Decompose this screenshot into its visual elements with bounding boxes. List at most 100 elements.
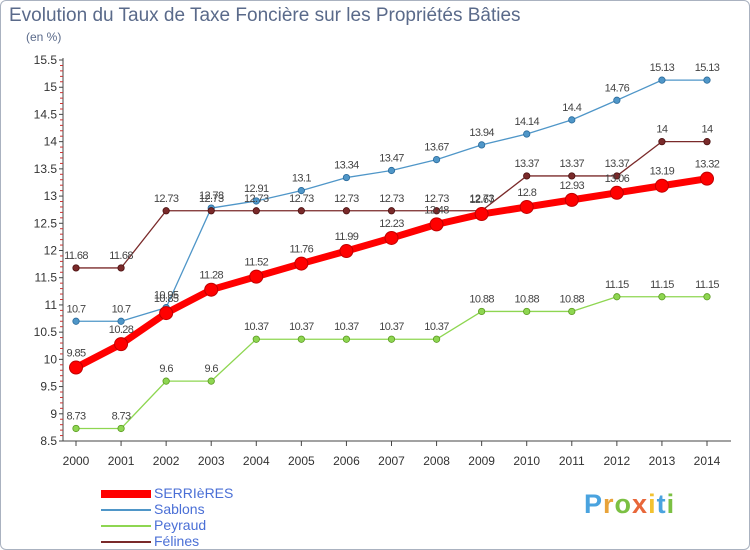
x-tick-label: 2014 [694,454,721,468]
data-point [252,207,260,215]
data-label: 10.37 [289,321,314,333]
data-point [117,424,125,433]
data-point [519,199,534,214]
data-point [658,76,666,84]
data-point [72,264,80,272]
logo-letter: i [666,489,676,519]
data-point [523,172,531,180]
x-tick-label: 2007 [378,454,405,468]
data-label: 10.37 [424,321,449,333]
data-point [387,207,396,215]
data-point [613,96,621,104]
data-label: 10.88 [469,293,494,305]
legend-swatch [101,509,151,511]
data-label: 11.68 [109,250,133,262]
x-tick-label: 2002 [153,454,180,468]
y-tick-label: 8.5 [40,434,57,448]
data-point [703,76,711,84]
data-label: 12.73 [424,193,449,205]
data-label: 14 [701,124,713,136]
data-point [252,197,260,205]
data-label: 8.73 [112,410,131,422]
y-tick-label: 15.5 [34,53,58,67]
data-point [252,335,260,343]
data-label: 12.73 [379,193,404,205]
x-tick-label: 2000 [63,454,90,468]
proxiti-logo: Proxiti [584,489,675,520]
data-point [159,306,174,321]
data-point [117,317,125,325]
x-tick-label: 2003 [198,454,225,468]
data-point [294,256,309,271]
data-label: 8.73 [66,410,85,422]
data-label: 13.67 [424,142,449,154]
data-point [69,360,83,375]
x-tick-label: 2008 [423,454,450,468]
data-point [432,156,441,164]
data-point [429,217,444,232]
logo-letter: r [603,489,615,519]
data-label: 12.73 [199,193,224,205]
data-point [658,138,666,146]
data-label: 10.88 [560,293,585,305]
data-point [204,282,219,297]
data-point [297,207,305,215]
data-label: 14.76 [605,82,630,94]
data-label: 12.48 [424,204,449,216]
x-tick-label: 2013 [649,454,676,468]
data-label: 11.99 [335,231,359,243]
data-label: 14 [656,124,668,136]
data-point [387,166,396,175]
data-point [523,307,531,316]
data-label: 13.32 [695,159,720,171]
series-serri-res: 9.85 10.28 10.85 11.28 11.52 11.76 11.99 12.23 1… [66,159,720,375]
data-point [568,116,576,124]
x-tick-label: 2010 [513,454,540,468]
data-point [654,178,669,193]
legend-label: Félines [154,533,200,549]
series-peyraud: 8.73 8.73 9.6 9.6 10.37 10.37 10.37 10.37 10.37 1… [66,279,720,433]
y-tick-label: 14.5 [34,107,58,121]
data-point [432,207,441,215]
x-tick-label: 2001 [108,454,135,468]
data-label: 13.06 [605,173,630,185]
data-point [478,141,486,149]
x-tick-label: 2004 [243,454,270,468]
data-label: 10.37 [244,321,269,333]
data-label: 12.73 [334,193,359,205]
series-sablons: 10.7 10.7 10.95 12.78 12.91 13.1 13.34 13.47 13.… [66,62,720,325]
x-tick-label: 2006 [333,454,360,468]
data-point [72,424,80,433]
y-tick-label: 10.5 [34,325,58,339]
data-label: 9.85 [66,348,85,360]
data-label: 11.68 [64,250,88,262]
y-tick-label: 11.5 [35,271,58,285]
y-tick-label: 10 [44,352,58,366]
y-tick-label: 12 [44,244,58,258]
data-point [568,307,576,316]
y-tick-label: 15 [44,80,58,94]
data-label: 12.73 [289,193,314,205]
plot-area [63,60,731,441]
logo-letter: o [614,489,633,519]
data-point [700,171,714,186]
data-point [339,244,354,259]
data-label: 10.7 [66,303,85,315]
data-label: 13.94 [469,127,494,139]
legend-swatch [101,525,151,527]
data-label: 9.6 [204,363,218,375]
data-point [564,192,579,207]
data-point [658,293,666,301]
data-label: 10.88 [514,293,539,305]
data-label: 10.85 [154,293,179,305]
logo-letter: P [584,489,604,519]
data-label: 10.37 [334,321,359,333]
data-label: 12.73 [469,193,494,205]
data-point [297,187,305,195]
x-tick-label: 2009 [468,454,495,468]
data-label: 11.76 [289,244,313,256]
logo-letter: x [632,489,649,519]
data-point [117,264,125,272]
x-tick-label: 2011 [559,454,585,468]
